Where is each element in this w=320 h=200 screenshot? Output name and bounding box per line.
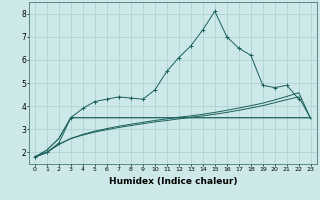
X-axis label: Humidex (Indice chaleur): Humidex (Indice chaleur) bbox=[108, 177, 237, 186]
